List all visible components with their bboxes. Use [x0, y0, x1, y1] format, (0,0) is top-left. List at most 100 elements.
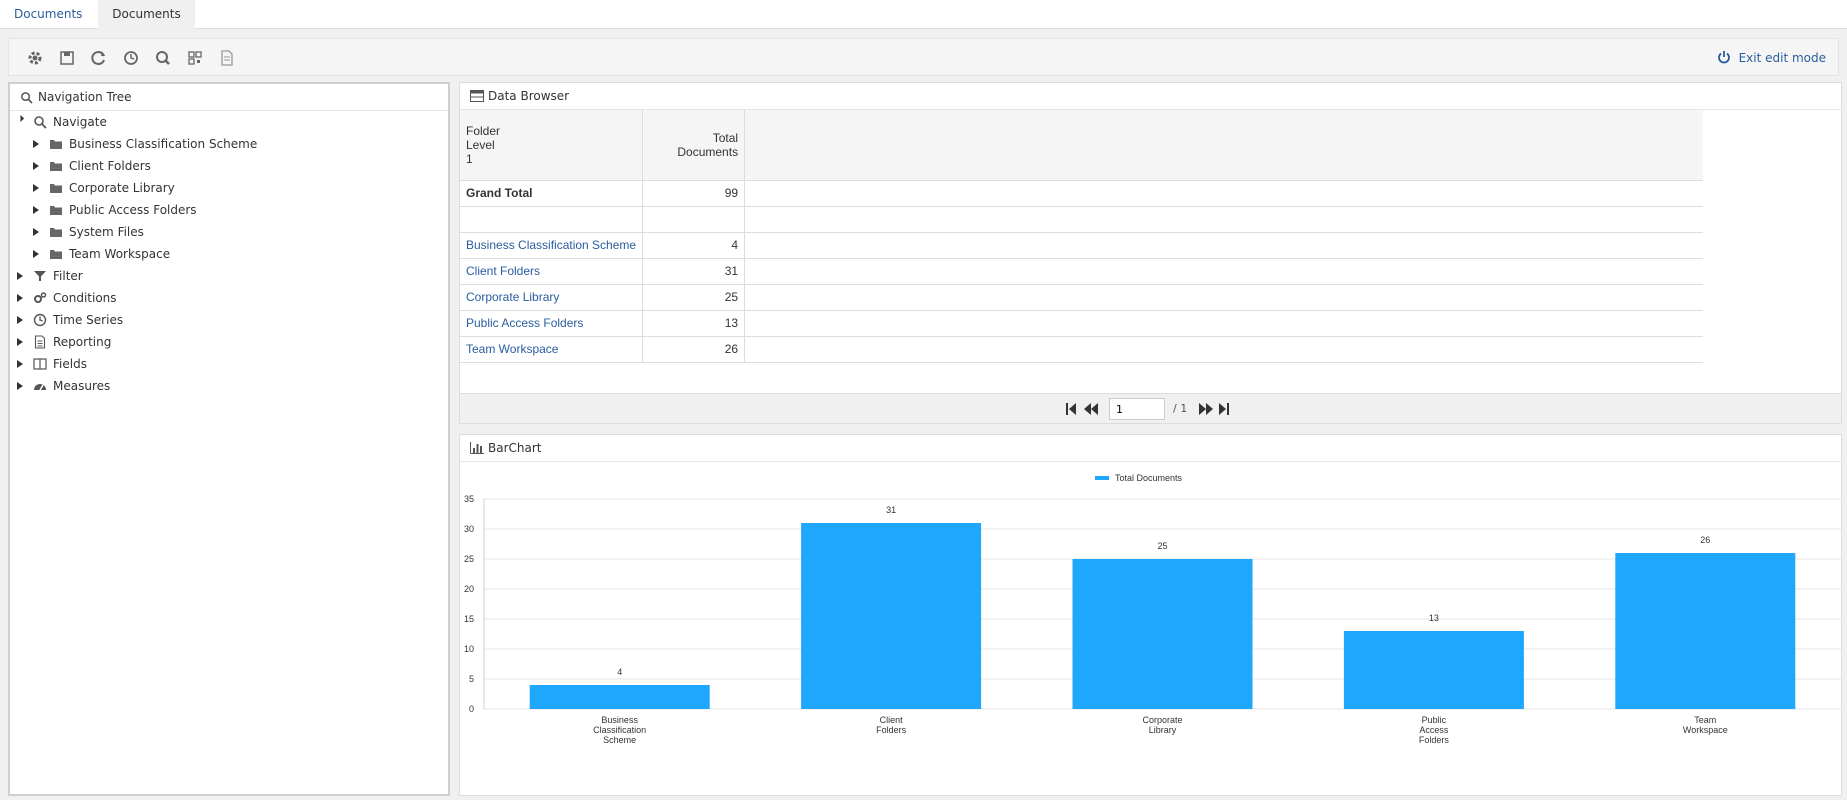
column-header-folder-level[interactable]: Folder Level 1 — [460, 110, 644, 181]
columns-icon — [33, 358, 47, 370]
bar[interactable] — [1072, 559, 1253, 709]
row-value: 31 — [642, 258, 746, 285]
header-filler — [744, 110, 1703, 181]
row-link-team-workspace[interactable]: Team Workspace — [460, 336, 644, 363]
qr-code-icon[interactable] — [185, 48, 205, 68]
folder-icon — [50, 140, 62, 149]
tab-documents-1[interactable]: Documents — [14, 7, 83, 21]
row-filler — [744, 206, 1703, 233]
chart-legend: Total Documents — [1095, 473, 1183, 483]
collapsed-arrow-icon[interactable] — [33, 184, 39, 192]
tree-item-label: Reporting — [53, 335, 112, 349]
row-filler — [744, 258, 1703, 285]
collapsed-arrow-icon[interactable] — [33, 140, 39, 148]
filter-icon — [34, 271, 46, 281]
tree-item-label: Public Access Folders — [69, 203, 197, 217]
refresh-icon[interactable] — [89, 48, 109, 68]
tab-bar: Documents Documents — [0, 0, 1847, 29]
y-tick-label: 25 — [464, 554, 474, 564]
report-icon — [34, 335, 46, 349]
bar[interactable] — [1343, 631, 1524, 709]
collapsed-arrow-icon[interactable] — [17, 360, 23, 368]
folder-icon — [50, 162, 62, 171]
save-icon[interactable] — [57, 48, 77, 68]
grand-total-label: Grand Total — [460, 180, 644, 207]
navigation-tree-header: Navigation Tree — [10, 84, 448, 111]
y-tick-label: 20 — [464, 584, 474, 594]
grand-total-row: Grand Total 99 — [460, 180, 1703, 207]
collapsed-arrow-icon[interactable] — [33, 250, 39, 258]
exit-edit-mode-label: Exit edit mode — [1738, 51, 1826, 65]
document-icon[interactable] — [217, 48, 237, 68]
expanded-arrow-icon[interactable] — [16, 114, 25, 123]
table-icon — [470, 90, 484, 102]
legend-swatch — [1095, 476, 1109, 480]
x-tick-label: Business Classification Scheme — [593, 715, 646, 745]
data-browser-header: Data Browser — [460, 83, 1841, 110]
next-page-icon[interactable] — [1198, 402, 1214, 416]
collapsed-arrow-icon[interactable] — [17, 294, 23, 302]
row-link-corporate-library[interactable]: Corporate Library — [460, 284, 644, 311]
search-icon[interactable] — [153, 48, 173, 68]
y-tick-label: 15 — [464, 614, 474, 624]
data-browser-title: Data Browser — [488, 89, 570, 103]
data-browser-panel: Data Browser Folder Level 1 Total Docume… — [459, 82, 1842, 424]
row-filler — [744, 284, 1703, 311]
navigation-tree-title: Navigation Tree — [38, 90, 132, 104]
bar-chart-icon — [470, 442, 484, 454]
row-filler — [744, 180, 1703, 207]
tree-item-label: Time Series — [53, 313, 124, 327]
column-header-total-documents[interactable]: Total Documents — [642, 110, 746, 181]
row-filler — [744, 310, 1703, 337]
tree-item-label: System Files — [69, 225, 144, 239]
bar[interactable] — [801, 523, 982, 709]
folder-icon — [50, 184, 62, 193]
row-link-business-classification-scheme[interactable]: Business Classification Scheme — [460, 232, 644, 259]
collapsed-arrow-icon[interactable] — [17, 338, 23, 346]
row-filler — [744, 336, 1703, 363]
bar[interactable] — [1615, 553, 1796, 709]
grand-total-value: 99 — [642, 180, 746, 207]
collapsed-arrow-icon[interactable] — [17, 272, 23, 280]
page-total: / 1 — [1173, 402, 1188, 415]
tree-item-label: Corporate Library — [69, 181, 175, 195]
collapsed-arrow-icon[interactable] — [17, 382, 23, 390]
row-link-client-folders[interactable]: Client Folders — [460, 258, 644, 285]
y-tick-label: 30 — [464, 524, 474, 534]
row-link-public-access-folders[interactable]: Public Access Folders — [460, 310, 644, 337]
table-row: Public Access Folders 13 — [460, 310, 1703, 337]
bar[interactable] — [529, 685, 710, 709]
toolbar: Exit edit mode — [8, 38, 1839, 76]
x-tick-label: Client Folders — [876, 715, 907, 735]
bar-chart-title: BarChart — [488, 441, 542, 455]
power-icon — [1717, 51, 1730, 64]
tree-item-label: Navigate — [53, 115, 107, 129]
bar-chart: Total Documents 0 5 10 15 20 25 30 35 4 Business Cl… — [464, 473, 1841, 745]
row-value: 4 — [642, 232, 746, 259]
table-row: Corporate Library 25 — [460, 284, 1703, 311]
y-tick-label: 5 — [469, 674, 474, 684]
collapsed-arrow-icon[interactable] — [33, 162, 39, 170]
last-page-icon[interactable] — [1218, 402, 1230, 416]
tree-item-label: Measures — [53, 379, 111, 393]
data-label: 26 — [1700, 535, 1710, 545]
tree-item-label: Fields — [53, 357, 87, 371]
row-value: 13 — [642, 310, 746, 337]
collapsed-arrow-icon[interactable] — [33, 206, 39, 214]
collapsed-arrow-icon[interactable] — [17, 316, 23, 324]
page-number-input[interactable] — [1109, 398, 1165, 420]
history-icon[interactable] — [121, 48, 141, 68]
exit-edit-mode-button[interactable]: Exit edit mode — [1717, 49, 1826, 67]
settings-icon[interactable] — [25, 48, 45, 68]
search-icon — [21, 92, 33, 104]
folder-icon — [50, 206, 62, 215]
y-tick-label: 0 — [469, 704, 474, 714]
previous-page-icon[interactable] — [1083, 402, 1099, 416]
pagination-bar: / 1 — [460, 393, 1841, 423]
legend-label[interactable]: Total Documents — [1115, 473, 1183, 483]
tab-documents-2[interactable]: Documents — [98, 0, 195, 29]
collapsed-arrow-icon[interactable] — [33, 228, 39, 236]
first-page-icon[interactable] — [1065, 402, 1077, 416]
navigation-tree-panel: Navigation Tree Navigate Business Classi… — [8, 82, 450, 796]
x-tick-label: Corporate Library — [1142, 715, 1182, 735]
